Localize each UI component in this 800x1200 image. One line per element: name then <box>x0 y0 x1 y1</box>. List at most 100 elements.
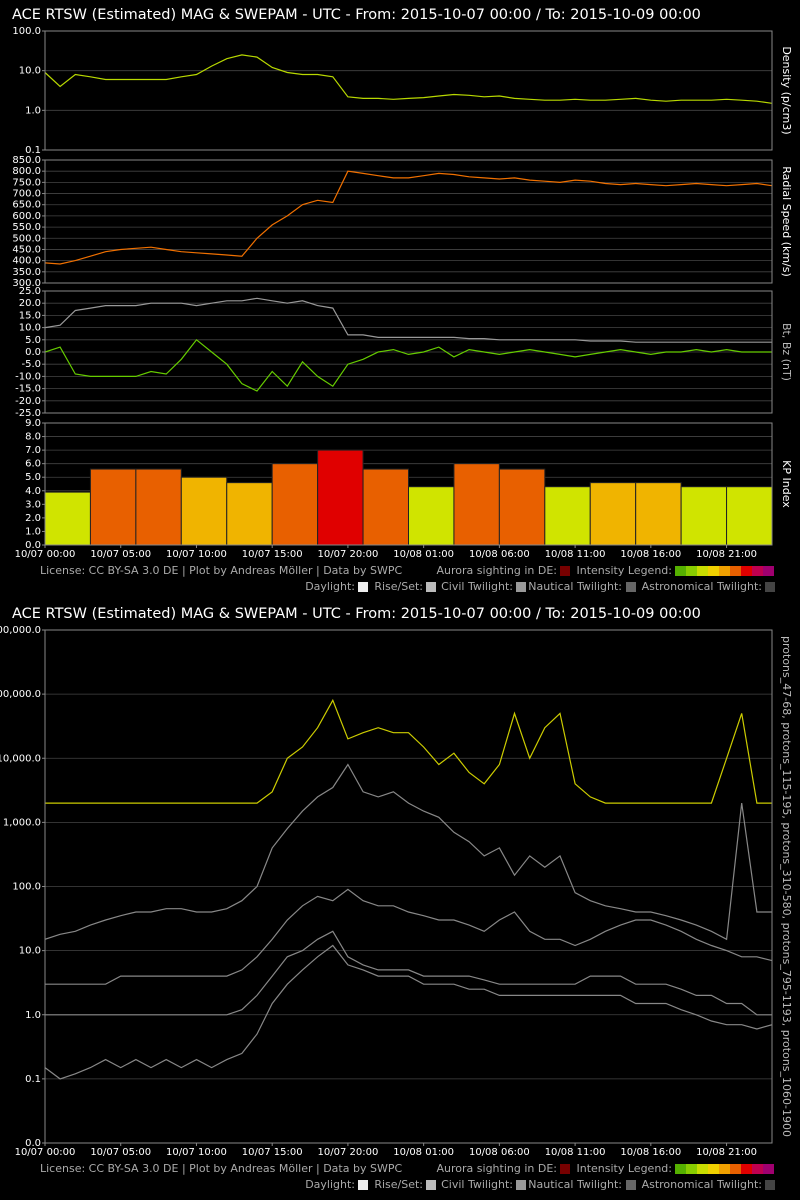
daylight-swatch <box>626 1180 636 1190</box>
intensity-swatch <box>708 566 719 576</box>
bar <box>453 463 500 546</box>
y-tick-label: 800.0 <box>12 166 41 177</box>
y-tick-label: 550.0 <box>12 222 41 233</box>
footer-note: Civil Twilight: <box>441 1178 513 1191</box>
plot-frame <box>44 290 773 414</box>
y-tick-label: 500.0 <box>12 233 41 244</box>
y-tick-label: 0.1 <box>25 145 41 156</box>
intensity-swatch <box>708 1164 719 1174</box>
footer-note: Aurora sighting in DE: <box>437 1162 557 1175</box>
data-line <box>45 338 772 392</box>
data-line <box>45 297 772 343</box>
y-tick-label: 5.0 <box>25 335 41 346</box>
bar <box>544 486 591 546</box>
y-tick-label: 750.0 <box>12 177 41 188</box>
y-tick-label: 300.0 <box>12 278 41 289</box>
bar <box>180 476 228 546</box>
x-tick-label: 10/07 20:00 <box>318 1147 379 1158</box>
intensity-swatch <box>752 566 763 576</box>
bar <box>635 482 682 546</box>
x-tick-label: 10/07 00:00 <box>15 549 76 560</box>
x-tick-label: 10/07 10:00 <box>166 549 227 560</box>
footer-note: Daylight: <box>305 1178 355 1191</box>
daylight-swatch <box>516 582 526 592</box>
y-tick-label: 350.0 <box>12 267 41 278</box>
daylight-swatch <box>626 582 636 592</box>
y-tick-label: -10.0 <box>15 371 41 382</box>
data-line <box>45 944 772 1080</box>
intensity-swatch <box>686 566 697 576</box>
y-tick-label: 100.0 <box>12 26 41 37</box>
y-tick-label: 0.0 <box>25 1138 41 1149</box>
y-tick-label: -25.0 <box>15 408 41 419</box>
y-tick-label: 850.0 <box>12 155 41 166</box>
daylight-swatch <box>765 1180 775 1190</box>
x-tick-label: 10/08 16:00 <box>620 1147 681 1158</box>
y-tick-label: 5.0 <box>25 472 41 483</box>
intensity-swatch <box>763 566 774 576</box>
x-tick-label: 10/08 21:00 <box>696 1147 757 1158</box>
x-tick-label: 10/07 15:00 <box>242 549 303 560</box>
y-tick-label: 6.0 <box>25 459 41 470</box>
bar <box>362 468 409 546</box>
footer-note: Nautical Twilight: <box>528 1178 622 1191</box>
y-tick-label: 1.0 <box>25 526 41 537</box>
intensity-swatch <box>697 566 708 576</box>
intensity-swatch <box>675 1164 686 1174</box>
intensity-swatch <box>752 1164 763 1174</box>
x-tick-label: 10/08 01:00 <box>393 549 454 560</box>
footer-note: Astronomical Twilight: <box>642 580 762 593</box>
x-tick-label: 10/07 20:00 <box>318 549 379 560</box>
y-tick-label: 10.0 <box>19 946 41 957</box>
y-tick-label: 7.0 <box>25 445 41 456</box>
x-tick-label: 10/07 05:00 <box>90 549 151 560</box>
y-tick-label: -15.0 <box>15 384 41 395</box>
footer-note: Rise/Set: <box>374 580 423 593</box>
daylight-swatch <box>358 582 368 592</box>
data-line <box>45 170 772 265</box>
data-line <box>45 888 772 985</box>
daylight-swatch <box>426 1180 436 1190</box>
plot-frame <box>44 422 773 546</box>
bar <box>317 449 364 546</box>
x-tick-label: 10/08 06:00 <box>469 1147 530 1158</box>
data-line <box>45 698 772 804</box>
footer-note: License: CC BY-SA 3.0 DE | Plot by Andre… <box>40 564 402 577</box>
y-tick-label: 1.0 <box>25 1010 41 1021</box>
y-tick-label: 400.0 <box>12 256 41 267</box>
y-axis-label: Density (p/cm3) <box>780 46 793 134</box>
x-tick-label: 10/08 06:00 <box>469 549 530 560</box>
bar <box>89 468 137 546</box>
footer-note: Rise/Set: <box>374 1178 423 1191</box>
y-tick-label: -5.0 <box>21 359 41 370</box>
intensity-swatch <box>741 566 752 576</box>
intensity-swatch <box>675 566 686 576</box>
y-tick-label: 0.0 <box>25 540 41 551</box>
y-tick-label: 4.0 <box>25 486 41 497</box>
data-line <box>45 763 772 941</box>
intensity-swatch <box>730 1164 741 1174</box>
y-tick-label: 2.0 <box>25 513 41 524</box>
bar <box>589 482 637 546</box>
y-axis-label: Bt, Bz (nT) <box>780 323 793 381</box>
chart-title: ACE RTSW (Estimated) MAG & SWEPAM - UTC … <box>12 606 701 622</box>
y-tick-label: 700.0 <box>12 189 41 200</box>
plot-frame <box>44 629 773 1144</box>
data-line <box>45 930 772 1016</box>
y-tick-label: 15.0 <box>19 310 41 321</box>
intensity-swatch <box>697 1164 708 1174</box>
plot-frame <box>44 30 773 151</box>
bar <box>271 463 319 546</box>
footer-note: Nautical Twilight: <box>528 580 622 593</box>
y-tick-label: 1,000.0 <box>3 817 41 828</box>
y-tick-label: 10.0 <box>19 323 41 334</box>
y-tick-label: 3.0 <box>25 499 41 510</box>
y-tick-label: 9.0 <box>25 418 41 429</box>
intensity-swatch <box>741 1164 752 1174</box>
y-tick-label: 600.0 <box>12 211 41 222</box>
aurora-swatch <box>560 566 570 576</box>
footer-note: Astronomical Twilight: <box>642 1178 762 1191</box>
bar <box>408 486 455 546</box>
daylight-swatch <box>426 582 436 592</box>
